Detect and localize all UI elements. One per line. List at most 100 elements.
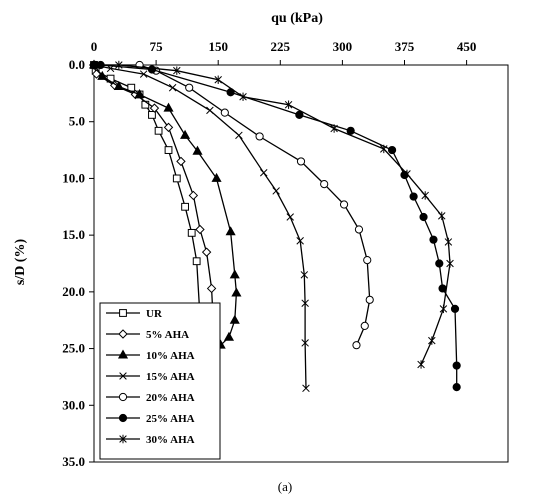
series-30pct-aha	[90, 60, 454, 369]
data-point-20pct-aha	[360, 321, 369, 330]
data-point-ur	[192, 257, 201, 266]
data-point-15pct-aha	[301, 339, 309, 347]
data-point-20pct-aha	[339, 200, 349, 209]
data-point-20pct-aha	[220, 108, 229, 117]
data-point-15pct-aha	[272, 187, 280, 195]
data-point-15pct-aha	[235, 131, 243, 140]
legend-item-20pct-aha: 20% AHA	[106, 392, 195, 404]
x-tick-label: 75	[150, 39, 164, 54]
data-point-30pct-aha	[173, 66, 181, 75]
data-point-10pct-aha	[163, 102, 174, 112]
data-point-25pct-aha	[435, 259, 444, 268]
data-point-25pct-aha	[438, 284, 447, 293]
data-point-25pct-aha	[409, 192, 418, 201]
data-point-25pct-aha	[346, 126, 355, 135]
data-point-25pct-aha	[450, 304, 460, 313]
data-point-30pct-aha	[421, 191, 429, 200]
data-point-30pct-aha	[115, 60, 123, 70]
data-point-30pct-aha	[403, 169, 411, 179]
data-point-15pct-aha	[139, 70, 148, 78]
data-point-5pct-aha	[176, 156, 186, 167]
data-point-ur	[187, 228, 196, 237]
data-point-15pct-aha	[286, 213, 294, 221]
data-point-15pct-aha	[168, 83, 177, 92]
data-point-30pct-aha	[380, 144, 388, 154]
data-point-10pct-aha	[180, 129, 191, 139]
data-point-10pct-aha	[223, 331, 235, 341]
data-point-ur	[154, 126, 163, 135]
data-point-5pct-aha	[149, 103, 160, 113]
data-point-10pct-aha	[211, 172, 222, 182]
data-point-25pct-aha	[147, 65, 157, 74]
data-point-ur	[172, 174, 181, 183]
data-point-10pct-aha	[229, 269, 240, 279]
y-tick-label: 25.0	[62, 341, 85, 356]
data-point-30pct-aha	[444, 237, 453, 247]
legend-item-25pct-aha: 25% AHA	[106, 413, 195, 425]
legend-box	[99, 302, 221, 460]
data-point-20pct-aha	[354, 225, 364, 234]
series-10pct-aha	[88, 59, 242, 349]
data-point-20pct-aha	[320, 180, 329, 189]
x-tick-label: 225	[271, 39, 291, 54]
legend-marker-5pct-aha	[118, 329, 128, 339]
data-point-25pct-aha	[429, 235, 438, 244]
legend-label: UR	[146, 308, 163, 320]
y-tick-label: 20.0	[62, 284, 85, 299]
legend-marker-10pct-aha	[117, 349, 129, 359]
legend-marker-25pct-aha	[118, 413, 128, 423]
data-point-30pct-aha	[330, 124, 338, 133]
y-tick-label: 10.0	[62, 170, 85, 185]
y-tick-label: 35.0	[62, 454, 85, 469]
legend-marker-ur	[119, 309, 127, 317]
x-axis-title: qu (kPa)	[271, 11, 323, 26]
data-point-5pct-aha	[163, 122, 174, 133]
legend-marker-20pct-aha	[118, 392, 128, 402]
data-point-20pct-aha	[185, 83, 194, 92]
data-point-ur	[164, 146, 173, 154]
plot-frame	[93, 64, 509, 463]
data-point-10pct-aha	[225, 226, 236, 236]
data-point-10pct-aha	[192, 145, 203, 155]
legend-label: 15% AHA	[146, 371, 195, 383]
data-point-5pct-aha	[195, 224, 205, 235]
data-point-30pct-aha	[439, 304, 448, 314]
legend-item-ur: UR	[106, 308, 163, 320]
data-point-10pct-aha	[113, 81, 124, 91]
data-point-5pct-aha	[188, 190, 199, 201]
data-point-15pct-aha	[259, 169, 268, 177]
data-point-ur	[181, 202, 189, 211]
legend-item-10pct-aha: 10% AHA	[106, 349, 195, 362]
legend-marker-15pct-aha	[119, 372, 127, 380]
series-line-15pct-aha	[93, 64, 307, 389]
data-point-10pct-aha	[231, 287, 242, 297]
data-point-25pct-aha	[419, 212, 428, 222]
legend-item-5pct-aha: 5% AHA	[106, 329, 189, 341]
y-axis-ticks: 0.0 5.0 10.0 15.0 20.0 25.0 30.0 35.0	[62, 57, 94, 469]
legend-label: 5% AHA	[146, 329, 189, 341]
y-tick-label: 5.0	[69, 114, 85, 129]
series-line-30pct-aha	[94, 64, 451, 365]
data-point-30pct-aha	[90, 60, 98, 70]
series-15pct-aha	[90, 61, 310, 393]
data-point-30pct-aha	[438, 211, 446, 221]
data-point-25pct-aha	[452, 383, 461, 392]
data-point-30pct-aha	[284, 100, 293, 109]
data-point-20pct-aha	[255, 132, 264, 141]
data-point-25pct-aha	[452, 361, 461, 370]
data-point-5pct-aha	[206, 283, 217, 294]
y-tick-label: 0.0	[69, 57, 85, 72]
data-point-25pct-aha	[387, 145, 397, 155]
data-point-15pct-aha	[300, 271, 309, 279]
legend: UR 5% AHA 10% AHA 15% AHA 20% AHA 25% AHA 30% …	[99, 302, 221, 460]
y-tick-label: 30.0	[62, 397, 85, 412]
data-point-25pct-aha	[295, 110, 304, 120]
series-ur	[90, 61, 204, 321]
data-point-20pct-aha	[365, 295, 374, 304]
y-tick-label: 15.0	[62, 227, 85, 242]
data-point-30pct-aha	[417, 360, 425, 369]
data-point-20pct-aha	[363, 255, 372, 265]
data-point-10pct-aha	[229, 314, 240, 324]
legend-marker-30pct-aha	[119, 434, 127, 444]
